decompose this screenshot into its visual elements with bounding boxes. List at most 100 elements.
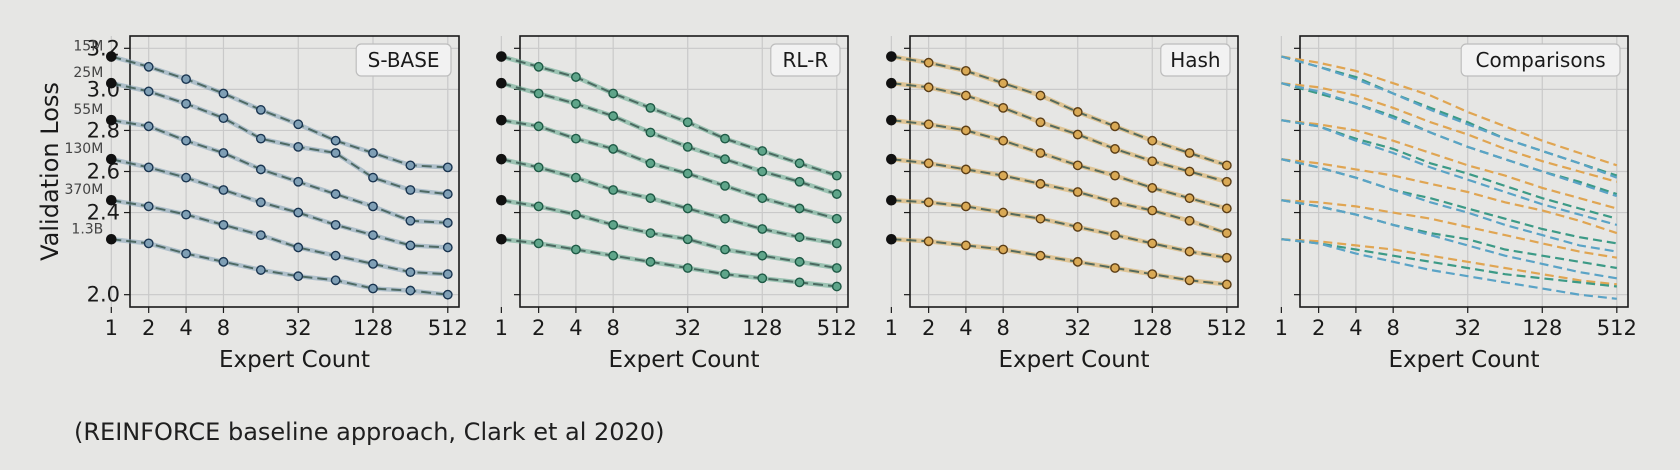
series-line-g0-5 [1281, 238, 1617, 286]
x-tick-label: 32 [285, 316, 312, 340]
data-point [368, 148, 378, 158]
data-point [757, 193, 768, 204]
data-point [1072, 256, 1083, 267]
data-point [533, 238, 544, 249]
model-size-label: 370M [64, 182, 103, 198]
series-line [111, 199, 448, 276]
data-point [1035, 178, 1046, 189]
data-point [794, 176, 805, 187]
data-point [405, 285, 416, 296]
data-point [961, 164, 971, 175]
data-point [757, 146, 768, 156]
data-point [571, 72, 581, 82]
data-point [886, 153, 897, 165]
data-point [330, 250, 341, 261]
data-point [571, 244, 581, 255]
data-point [961, 90, 971, 101]
x-tick-label: 8 [1386, 316, 1399, 340]
data-point [998, 170, 1009, 181]
title-box [355, 43, 452, 77]
data-point [1184, 148, 1195, 158]
data-point [496, 194, 507, 206]
data-point [405, 185, 416, 195]
chart-panel-1: 1 2 4 8 32 128 512 Expert Count RL-R [495, 35, 857, 373]
x-tick-label: 2 [1312, 316, 1325, 340]
series-line [501, 238, 837, 288]
data-point [608, 219, 619, 230]
data-point [886, 233, 897, 245]
data-point [255, 105, 266, 115]
data-point [405, 267, 416, 277]
x-tick-label: 8 [217, 316, 230, 340]
data-point [1184, 193, 1195, 204]
series-line [501, 158, 837, 245]
x-tick-label: 4 [1349, 316, 1362, 340]
data-point [255, 265, 266, 275]
data-point [720, 133, 730, 144]
series-line [111, 158, 448, 249]
y-tick-label: 2.4 [87, 201, 120, 225]
x-tick-label: 2 [922, 316, 935, 340]
x-tick-label: 32 [674, 316, 701, 340]
series-line-g2-1 [1281, 82, 1618, 198]
data-point [533, 88, 544, 99]
data-point [1110, 197, 1120, 208]
series-line-g0-3 [1281, 158, 1618, 235]
data-point [218, 113, 229, 124]
data-point [255, 230, 266, 241]
x-tick-label: 4 [569, 316, 582, 340]
figure-caption: (REINFORCE baseline approach, Clark et a… [74, 418, 665, 446]
data-point [998, 135, 1009, 146]
data-point [442, 242, 453, 253]
data-point [496, 51, 507, 62]
series-band [110, 54, 448, 170]
data-point [330, 148, 341, 158]
series-line-g1-5 [1281, 238, 1617, 288]
data-point [1110, 170, 1120, 181]
data-point [1035, 148, 1046, 158]
data-point [143, 61, 154, 72]
data-point [181, 248, 191, 259]
data-point [1035, 213, 1046, 224]
data-point [961, 125, 971, 136]
data-point [998, 207, 1009, 218]
data-point [442, 217, 453, 228]
data-point [1072, 222, 1083, 232]
data-point [106, 194, 117, 206]
data-point [961, 240, 971, 251]
x-tick-label: 512 [1207, 316, 1247, 340]
data-point [645, 193, 656, 204]
x-tick-label: 1 [105, 316, 118, 340]
series-line-g2-2 [1281, 119, 1618, 226]
series-line [501, 199, 837, 269]
data-point [682, 203, 693, 214]
data-point [923, 158, 934, 169]
data-point [1221, 228, 1232, 238]
data-point [608, 250, 619, 261]
data-point [533, 121, 544, 132]
data-point [831, 213, 842, 224]
series-line-g0-4 [1281, 199, 1617, 259]
data-point [831, 281, 842, 292]
data-point [682, 141, 693, 152]
data-point [886, 114, 897, 126]
data-point [293, 271, 304, 282]
data-point [533, 162, 544, 173]
x-tick-label: 512 [1597, 316, 1637, 340]
data-point [330, 135, 341, 146]
data-point [720, 269, 730, 280]
panel-title: RL-R [782, 48, 828, 72]
data-point [181, 98, 191, 109]
chart-panel-3: 1 2 4 8 32 128 512 Expert Count Comparisons [1275, 35, 1637, 373]
data-point [106, 77, 117, 89]
data-point [720, 213, 730, 224]
data-point [608, 144, 619, 154]
data-point [757, 166, 768, 177]
x-tick-label: 32 [1454, 316, 1481, 340]
data-point [368, 172, 378, 183]
data-point [608, 88, 619, 99]
data-point [886, 51, 897, 62]
data-point [720, 180, 730, 191]
x-tick-label: 1 [885, 316, 898, 340]
